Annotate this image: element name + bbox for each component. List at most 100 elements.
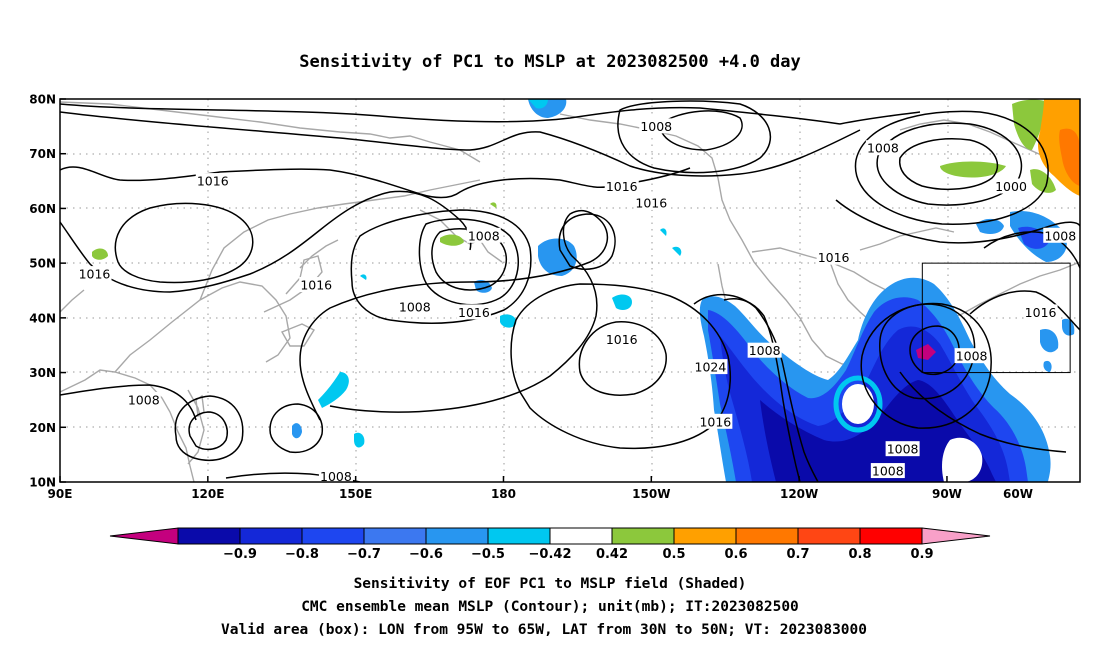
colorbar-swatch (797, 527, 861, 545)
contour-label-text: 1016 (458, 305, 490, 320)
lon-tick-label: 90W (932, 487, 962, 501)
contour-label-text: 1016 (300, 278, 332, 293)
lon-tick-label: 120W (780, 487, 818, 501)
contour-label: 1008 (639, 118, 674, 134)
contour-label-text: 1008 (1044, 228, 1076, 243)
colorbar-low-extension (109, 527, 179, 545)
contour-label: 1016 (299, 277, 334, 293)
lat-tick-label: 20N (29, 421, 56, 435)
contour-label: 1016 (77, 266, 112, 282)
contour-label-text: 1008 (640, 119, 672, 134)
contour-label: 1008 (954, 348, 989, 364)
contour-label: 1016 (698, 413, 733, 429)
contour-label-text: 1016 (635, 195, 667, 210)
contour-label-text: 1016 (79, 267, 111, 282)
colorbar-swatch (239, 527, 303, 545)
contour-label: 1016 (634, 194, 669, 210)
contour-label-text: 1008 (872, 464, 904, 479)
colorbar-label: 0.5 (662, 547, 685, 562)
contour-label-text: 1008 (867, 141, 899, 156)
lat-tick-label: 70N (29, 147, 56, 161)
contour-label-text: 1016 (818, 250, 850, 265)
contour-label-text: 1024 (695, 360, 727, 375)
colorbar-label: −0.7 (347, 547, 381, 562)
colorbar: −0.9 −0.8 −0.7 −0.6 −0.5 −0.42 0.42 0.5 0.6 0.7 0.… (109, 527, 991, 562)
colorbar-label: 0.8 (848, 547, 871, 562)
colorbar-swatch (425, 527, 489, 545)
contour-label: 1016 (604, 331, 639, 347)
lat-tick-label: 80N (29, 93, 56, 107)
colorbar-swatch (611, 527, 675, 545)
colorbar-label: −0.9 (223, 547, 257, 562)
contour-label-text: 1008 (320, 469, 352, 484)
contour-label: 1016 (816, 249, 851, 265)
lat-lon-grid (60, 99, 1080, 482)
contour-label-text: 1016 (1025, 305, 1057, 320)
contour-label: 1008 (885, 441, 920, 457)
colorbar-label: −0.8 (285, 547, 319, 562)
contour-label: 1008 (1043, 227, 1078, 243)
contour-label-text: 1016 (606, 332, 638, 347)
colorbar-label: −0.5 (471, 547, 505, 562)
contour-label-text: 1008 (468, 228, 500, 243)
contour-label: 1000 (994, 178, 1029, 194)
contour-label-text: 1008 (956, 349, 988, 364)
contour-label-text: 1016 (606, 179, 638, 194)
sensitivity-shading (92, 99, 1080, 482)
colorbar-swatch (301, 527, 365, 545)
colorbar-swatch (549, 527, 613, 545)
valid-area-box (921, 262, 1071, 374)
contour-label-text: 1008 (887, 442, 919, 457)
lat-tick-label: 30N (29, 366, 56, 380)
lon-tick-label: 60W (1003, 487, 1033, 501)
colorbar-high-extension (921, 527, 991, 545)
colorbar-swatch (859, 527, 923, 545)
colorbar-swatch (673, 527, 737, 545)
contour-label-text: 1008 (128, 392, 160, 407)
colorbar-label: −0.6 (409, 547, 443, 562)
lon-tick-label: 180 (491, 487, 516, 501)
colorbar-label: 0.42 (596, 547, 628, 562)
contour-label: 1008 (397, 298, 432, 314)
contour-label: 1008 (747, 342, 782, 358)
map-frame (59, 98, 1081, 483)
contour-label: 1008 (466, 227, 501, 243)
colorbar-swatch (363, 527, 427, 545)
colorbar-label: 0.7 (786, 547, 809, 562)
contour-label-text: 1008 (749, 343, 781, 358)
contour-label: 1016 (195, 173, 230, 189)
colorbar-swatch (177, 527, 241, 545)
lon-tick-label: 120E (191, 487, 224, 501)
contour-label-text: 1016 (197, 174, 229, 189)
lat-tick-label: 50N (29, 257, 56, 271)
lon-tick-label: 150E (339, 487, 372, 501)
colorbar-label: 0.9 (910, 547, 933, 562)
contour-label: 1016 (1023, 304, 1058, 320)
caption-line-1: Sensitivity of EOF PC1 to MSLP field (Sh… (354, 576, 747, 592)
caption-line-3: Valid area (box): LON from 95W to 65W, L… (221, 622, 867, 638)
lat-tick-label: 40N (29, 311, 56, 325)
contour-label: 1024 (693, 359, 728, 375)
contour-label-text: 1008 (399, 299, 431, 314)
contour-label: 1016 (456, 304, 491, 320)
contour-label: 1008 (126, 391, 161, 407)
caption-line-2: CMC ensemble mean MSLP (Contour); unit(m… (301, 599, 799, 615)
colorbar-swatch (487, 527, 551, 545)
contour-label: 1008 (865, 140, 900, 156)
contour-label: 1016 (604, 178, 639, 194)
contour-label-text: 1000 (995, 179, 1027, 194)
lon-tick-label: 150W (632, 487, 670, 501)
lat-tick-label: 10N (29, 476, 56, 490)
colorbar-label: −0.42 (529, 547, 572, 562)
contour-label: 1008 (870, 463, 905, 479)
lon-tick-label: 90E (48, 487, 73, 501)
mslp-contours (60, 100, 1080, 482)
contour-label: 1008 (318, 468, 353, 484)
lat-tick-label: 60N (29, 202, 56, 216)
colorbar-label: 0.6 (724, 547, 747, 562)
map-title: Sensitivity of PC1 to MSLP at 2023082500… (299, 52, 801, 72)
colorbar-swatch (735, 527, 799, 545)
